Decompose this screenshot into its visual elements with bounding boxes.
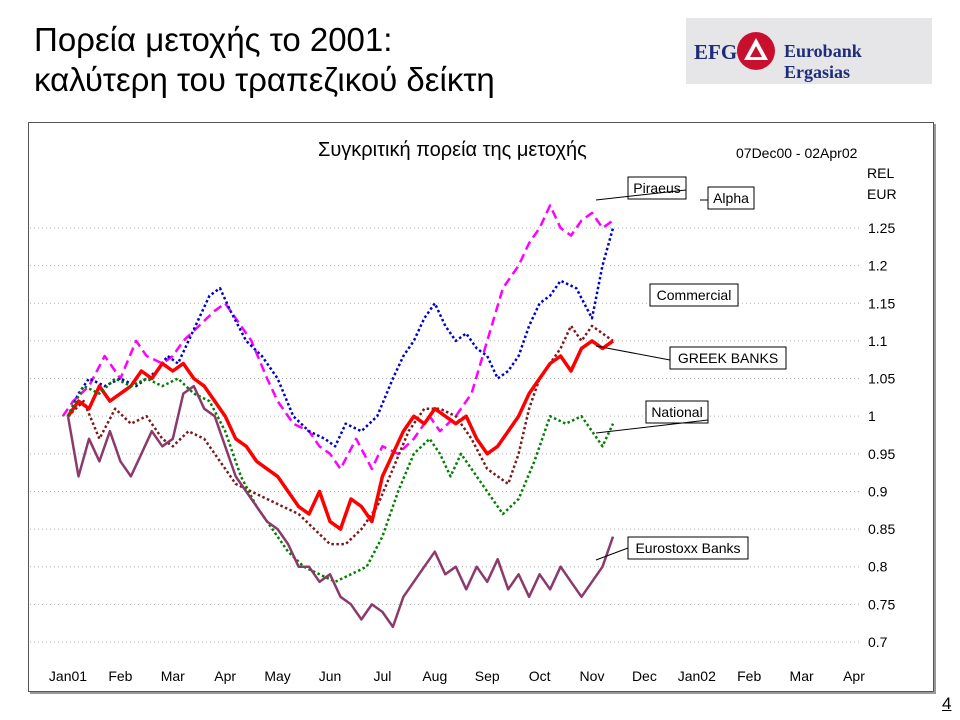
series-line-piraeus bbox=[61, 204, 614, 471]
slide-title-line2: καλύτερη του τραπεζικού δείκτη bbox=[34, 61, 495, 98]
y-tick-label-7: 0.9 bbox=[868, 483, 888, 499]
series-line-alpha bbox=[66, 227, 615, 448]
y-axis-label-eur: EUR bbox=[867, 186, 897, 202]
series-label-eurostoxx-banks: Eurostoxx Banks bbox=[635, 540, 740, 556]
series-label-box-commercial bbox=[649, 283, 739, 307]
x-tick-label-13: Feb bbox=[737, 668, 761, 684]
chart-date-range: 07Dec00 - 02Apr02 bbox=[736, 145, 858, 161]
x-axis-ticks: Jan01 Feb Mar Apr May Jun Jul Aug Sep Oct Nov Dec Ja… bbox=[49, 668, 865, 684]
x-tick-label-14: Mar bbox=[790, 668, 814, 684]
x-tick-label-2: Mar bbox=[161, 668, 185, 684]
x-tick-label-10: Nov bbox=[580, 668, 605, 684]
series-label-national: National bbox=[651, 404, 702, 420]
x-tick-label-12: Jan02 bbox=[678, 668, 716, 684]
y-tick-label-4: 1.05 bbox=[868, 371, 895, 387]
y-tick-label-11: 0.7 bbox=[868, 634, 888, 650]
series-leader-greek-banks bbox=[595, 345, 671, 361]
y-tick-label-6: 0.95 bbox=[868, 446, 895, 462]
slide-title-line1: Πορεία μετοχής το 2001: bbox=[34, 21, 393, 58]
x-tick-label-3: Apr bbox=[214, 668, 236, 684]
y-tick-label-8: 0.85 bbox=[868, 521, 895, 537]
series-line-eurostoxx-banks bbox=[66, 384, 615, 629]
y-tick-label-1: 1.2 bbox=[868, 258, 888, 274]
slide-title: Πορεία μετοχής το 2001: καλύτερη του τρα… bbox=[34, 20, 495, 100]
chart-series-lines bbox=[61, 204, 615, 629]
y-tick-label-9: 0.8 bbox=[868, 559, 888, 575]
x-tick-label-11: Dec bbox=[632, 668, 657, 684]
series-line-greek-banks bbox=[66, 339, 615, 531]
x-tick-label-7: Aug bbox=[422, 668, 447, 684]
series-label-box-alpha bbox=[707, 186, 755, 210]
series-leader-eurostoxx-banks bbox=[595, 547, 629, 561]
logo-brand-text: Eurobank Ergasias bbox=[784, 41, 862, 82]
x-tick-label-5: Jun bbox=[319, 668, 342, 684]
series-label-alpha: Alpha bbox=[713, 190, 749, 206]
x-tick-label-6: Jul bbox=[373, 668, 391, 684]
series-label-box-piraeus bbox=[627, 176, 687, 200]
y-tick-label-3: 1.1 bbox=[868, 333, 888, 349]
x-tick-label-9: Oct bbox=[529, 668, 551, 684]
x-tick-label-15: Apr bbox=[843, 668, 865, 684]
series-label-greek-banks: GREEK BANKS bbox=[678, 350, 778, 366]
page-number: 4 bbox=[942, 694, 952, 713]
x-tick-label-0: Jan01 bbox=[49, 668, 87, 684]
y-axis-ticks: 1.25 1.2 1.15 1.1 1.05 1 0.95 0.9 0.85 0.8 0.75 0.7 bbox=[868, 220, 895, 650]
series-leader-national bbox=[595, 419, 709, 434]
series-line-national bbox=[66, 377, 615, 584]
y-tick-label-2: 1.15 bbox=[868, 295, 895, 311]
y-tick-label-0: 1.25 bbox=[868, 220, 895, 236]
series-label-box-national bbox=[645, 400, 709, 424]
x-tick-label-8: Sep bbox=[475, 668, 500, 684]
y-tick-label-10: 0.75 bbox=[868, 596, 895, 612]
logo-triangle-icon bbox=[737, 32, 775, 70]
x-tick-label-1: Feb bbox=[108, 668, 132, 684]
y-tick-label-5: 1 bbox=[868, 408, 876, 424]
y-axis-label-rel: REL bbox=[867, 165, 894, 181]
efg-eurobank-logo: EFG Eurobank Ergasias bbox=[686, 18, 932, 84]
series-label-commercial: Commercial bbox=[657, 287, 732, 303]
x-tick-label-4: May bbox=[264, 668, 290, 684]
chart-title: Συγκριτική πορεία της μετοχής bbox=[318, 139, 587, 161]
logo-efg-text: EFG bbox=[694, 40, 738, 64]
series-leader-piraeus bbox=[595, 189, 687, 201]
series-label-box-greek-banks bbox=[669, 346, 787, 370]
